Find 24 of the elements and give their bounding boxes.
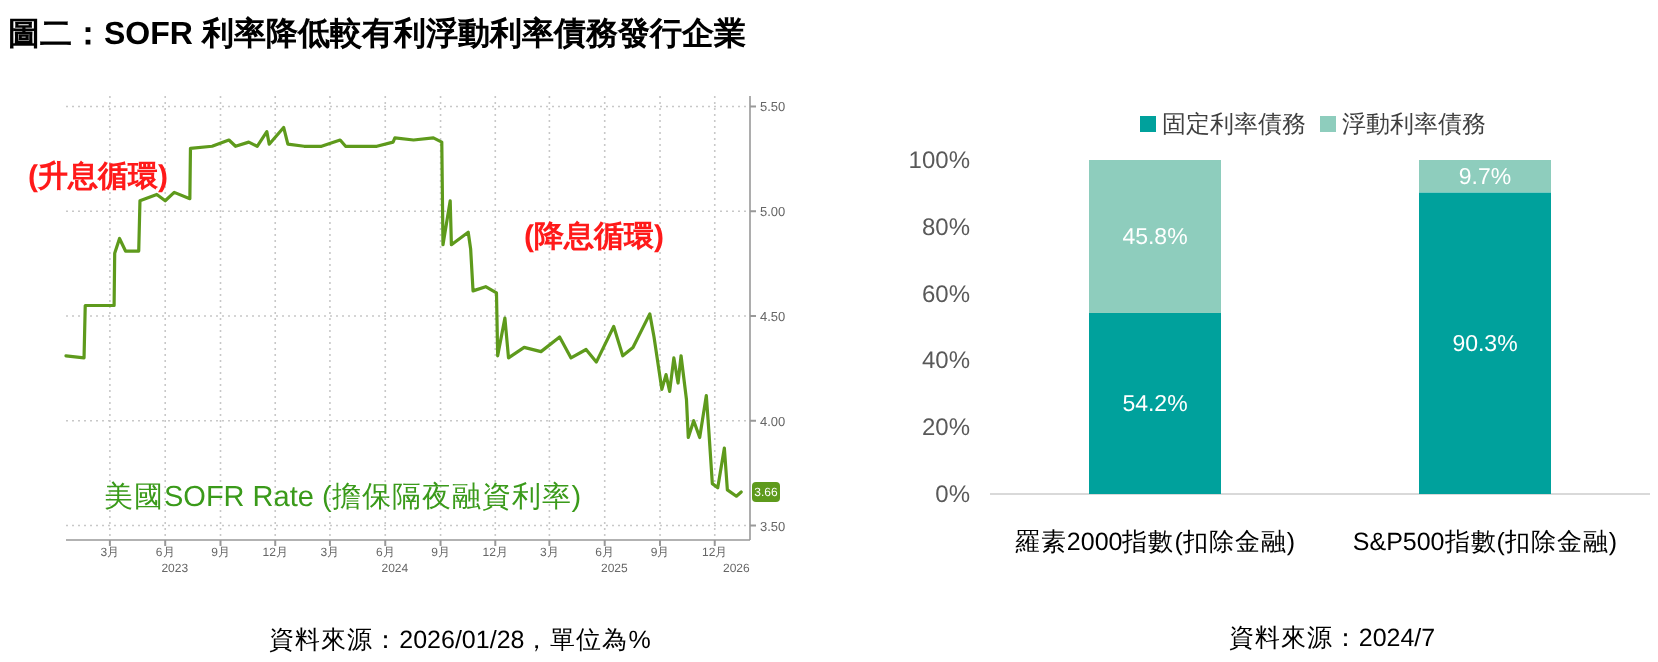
y-tick-label: 80% (921, 212, 971, 241)
source-note: 資料來源：2024/7 (1228, 624, 1436, 652)
y-tick-label: 40% (921, 346, 971, 375)
bar (1089, 312, 1221, 494)
x-tick-label: 羅素2000指數(扣除金融) (1014, 528, 1296, 556)
annotation: (升息循環) (28, 160, 168, 194)
data-label: 54.2% (1122, 393, 1188, 418)
annotation: (降息循環) (524, 220, 664, 254)
bar (1419, 160, 1551, 193)
y-tick-label: 0% (935, 480, 971, 508)
legend-label: 浮動利率債務 (1342, 110, 1486, 138)
y-tick-label: 100% (908, 146, 971, 174)
y-tick-label: 60% (921, 279, 971, 308)
legend-label: 固定利率債務 (1162, 110, 1306, 138)
data-label: 45.8% (1122, 226, 1188, 251)
bar (1419, 192, 1551, 494)
data-label: 9.7% (1458, 166, 1512, 191)
x-tick-label: S&P500指數(扣除金融) (1352, 528, 1618, 556)
source-note: 資料來源：2026/01/28，單位為% (269, 626, 651, 654)
bar (1089, 160, 1221, 313)
text: 美國SOFR Rate (擔保隔夜融資利率) (104, 480, 582, 514)
y-tick-label: 20% (921, 413, 971, 442)
data-label: 90.3% (1452, 333, 1518, 358)
chart-title: 圖二：SOFR 利率降低較有利浮動利率債務發行企業 (8, 14, 746, 52)
